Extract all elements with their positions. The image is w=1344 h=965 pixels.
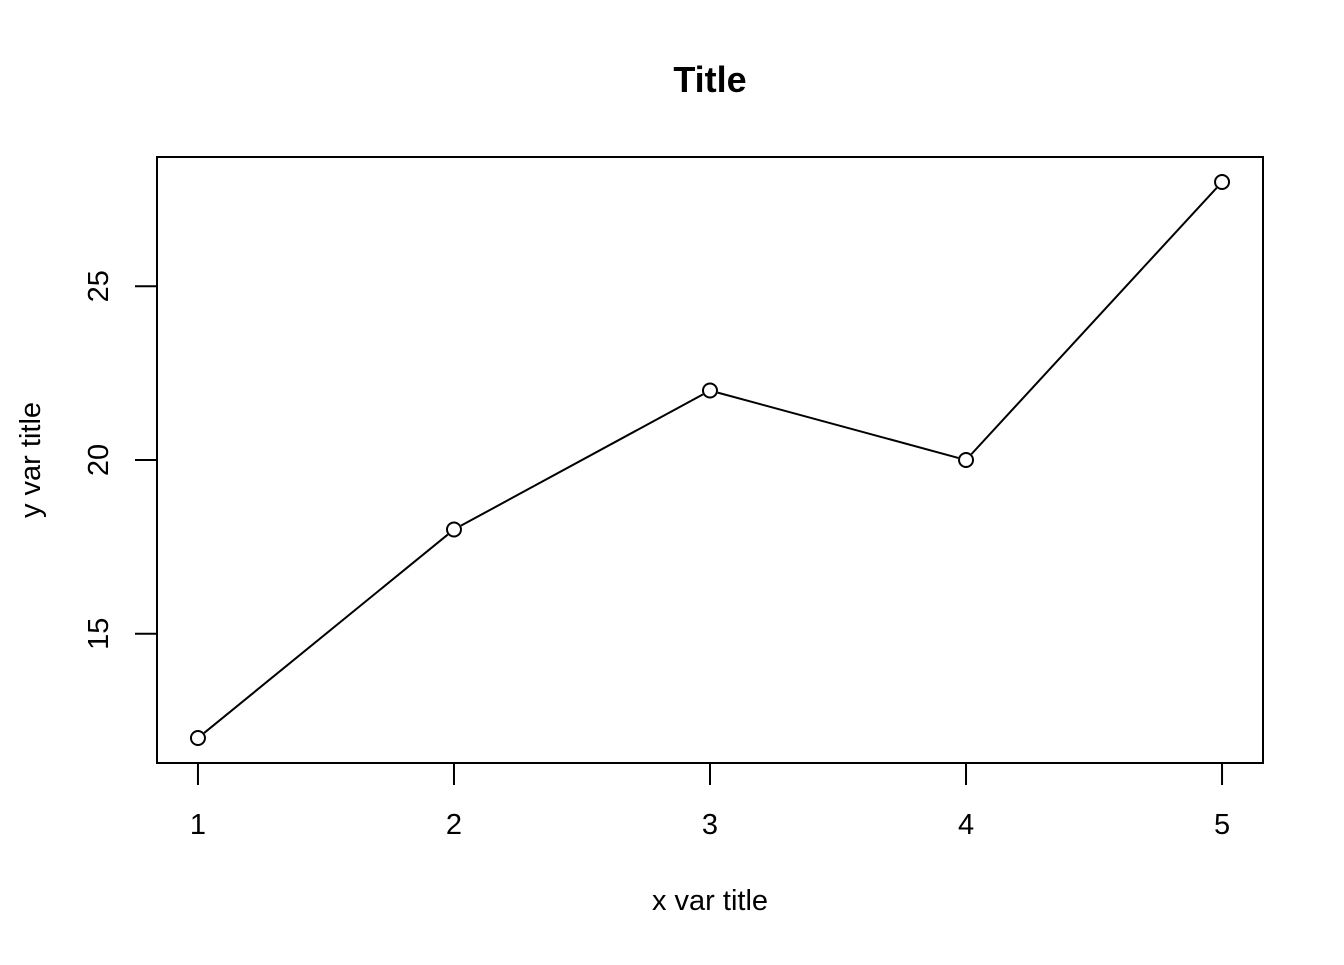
x-tick-label: 4 bbox=[958, 809, 974, 841]
data-point bbox=[1214, 174, 1231, 191]
x-tick-label: 1 bbox=[190, 809, 206, 841]
y-axis: 15 20 25 bbox=[83, 270, 158, 650]
x-axis: 1 2 3 4 5 bbox=[190, 762, 1230, 841]
chart-title: Title bbox=[673, 59, 746, 100]
data-point bbox=[445, 521, 462, 538]
series-line-segment bbox=[203, 533, 449, 734]
series-line-segment bbox=[460, 393, 704, 527]
y-tick-label: 25 bbox=[83, 270, 115, 302]
y-tick-label: 15 bbox=[83, 618, 115, 650]
data-point bbox=[189, 729, 206, 746]
x-tick-label: 5 bbox=[1214, 809, 1230, 841]
data-point bbox=[958, 452, 975, 468]
x-tick-label: 2 bbox=[446, 809, 462, 841]
series-line-segment bbox=[970, 187, 1218, 455]
series-line-segment bbox=[717, 391, 959, 459]
x-axis-title: x var title bbox=[652, 885, 768, 917]
x-tick-label: 3 bbox=[702, 809, 718, 841]
y-axis-title: y var title bbox=[15, 402, 47, 518]
plot-frame bbox=[156, 156, 1264, 764]
data-point bbox=[702, 382, 718, 399]
series-layer bbox=[189, 174, 1231, 746]
y-tick-label: 20 bbox=[83, 444, 115, 476]
